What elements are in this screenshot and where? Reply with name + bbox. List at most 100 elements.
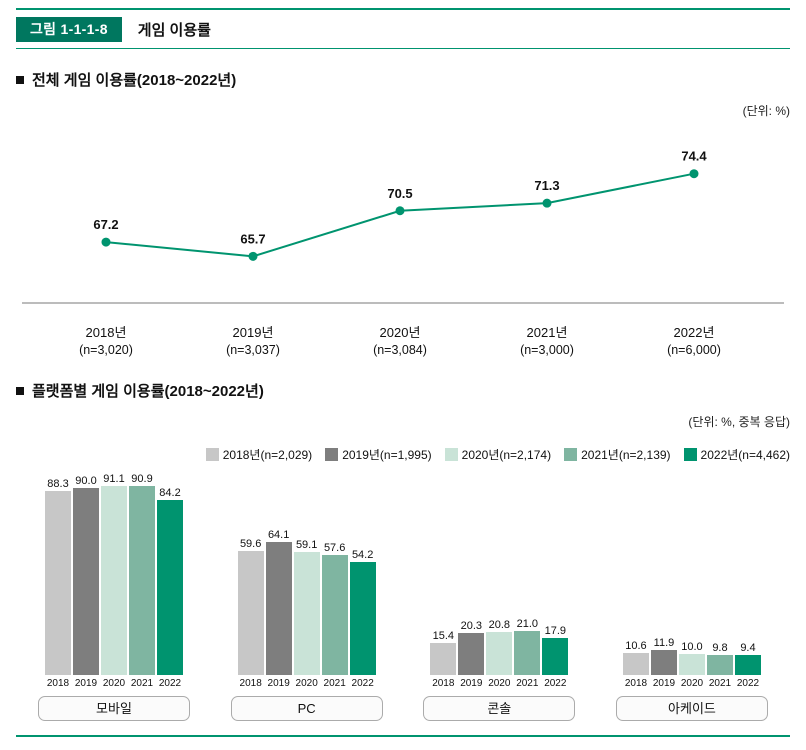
bar-column: 10.6 2018 — [622, 640, 650, 689]
bar-year-label: 2019 — [74, 678, 98, 689]
unit-label-overall: (단위: %) — [742, 104, 790, 118]
legend-item: 2021년(n=2,139) — [564, 446, 671, 463]
platform-label-box: 모바일 — [38, 696, 190, 721]
bar-year-label: 2019 — [267, 678, 290, 689]
bar — [514, 631, 541, 675]
bar-year-label: 2021 — [130, 678, 154, 689]
bar — [129, 485, 155, 675]
sample-size-label: (n=6,000) — [667, 343, 721, 357]
line-value-label: 74.4 — [681, 149, 707, 164]
platform-label-box: 콘솔 — [423, 696, 576, 721]
bar-year-label: 2021 — [323, 678, 346, 689]
bar-value-label: 20.3 — [460, 619, 483, 632]
bar-column: 21.0 2021 — [513, 618, 541, 689]
line-point — [689, 169, 699, 179]
overall-usage-line-chart: 67.2 65.7 70.5 71.3 74.4 — [16, 121, 790, 318]
bar-year-label: 2020 — [680, 678, 704, 689]
line-chart-axis-labels: 2018년 (n=3,020) 2019년 (n=3,037) 2020년 (n=3,08… — [16, 318, 790, 360]
bar-value-label: 15.4 — [432, 629, 455, 642]
bar-year-label: 2019 — [652, 678, 676, 689]
bar-value-label: 91.1 — [103, 472, 125, 485]
sample-size-label: (n=3,084) — [373, 343, 427, 357]
bar-group: 10.6 2018 11.9 2019 10.0 2020 9.8 2021 9.4 2022 아케… — [615, 467, 768, 721]
bar — [734, 655, 761, 675]
bar-value-label: 17.9 — [544, 624, 567, 637]
bottom-divider — [16, 735, 790, 737]
legend-label: 2021년(n=2,139) — [581, 448, 671, 462]
bar — [321, 555, 348, 675]
bar — [622, 652, 649, 675]
line-value-label: 65.7 — [240, 231, 265, 246]
bar — [73, 487, 99, 675]
x-axis-category: 2021년 (n=3,000) — [477, 322, 617, 357]
bar-column: 64.1 2019 — [265, 529, 293, 689]
bar-value-label: 84.2 — [159, 486, 181, 499]
bar-value-label: 9.8 — [712, 641, 728, 654]
header-divider — [16, 48, 790, 49]
bar-column: 20.3 2019 — [457, 620, 485, 689]
legend-swatch-icon — [325, 448, 339, 461]
legend-item: 2019년(n=1,995) — [325, 446, 432, 463]
bar — [706, 654, 733, 675]
x-axis-category: 2020년 (n=3,084) — [330, 322, 470, 357]
bar-value-label: 57.6 — [323, 542, 346, 555]
bar-column: 9.8 2021 — [706, 642, 734, 689]
sample-size-label: (n=3,000) — [520, 343, 574, 357]
line-point — [542, 198, 552, 208]
bar-value-label: 90.9 — [131, 472, 153, 485]
bar-group: 88.3 2018 90.0 2019 91.1 2020 90.9 2021 84.2 2022… — [38, 467, 190, 721]
legend-swatch-icon — [683, 448, 697, 461]
bar-value-label: 64.1 — [267, 528, 290, 541]
bar — [486, 631, 513, 675]
platform-label-box: 아케이드 — [615, 696, 768, 721]
legend-label: 2019년(n=1,995) — [342, 448, 432, 462]
bar-year-label: 2018 — [46, 678, 70, 689]
bar — [101, 485, 127, 675]
bar — [293, 552, 320, 675]
bar-value-label: 10.0 — [681, 641, 703, 654]
figure-number-badge: 그림 1-1-1-8 — [16, 16, 122, 42]
line-value-label: 70.5 — [387, 186, 412, 201]
figure-header: 그림 1-1-1-8 게임 이용률 — [16, 16, 790, 42]
bar — [458, 632, 485, 675]
bar-year-label: 2021 — [516, 678, 539, 689]
bar-year-label: 2018 — [239, 678, 262, 689]
x-axis-category: 2022년 (n=6,000) — [624, 322, 764, 357]
unit-label-platform: (단위: %, 중복 응답) — [688, 415, 790, 429]
legend-label: 2018년(n=2,029) — [222, 448, 313, 462]
bar-value-label: 11.9 — [653, 637, 675, 650]
x-axis-category: 2019년 (n=3,037) — [183, 322, 323, 357]
section-heading-overall: 전체 게임 이용률(2018~2022년) — [16, 69, 790, 90]
bar-group: 15.4 2018 20.3 2019 20.8 2020 21.0 2021 17.9 2022… — [423, 467, 576, 721]
bar — [430, 642, 457, 675]
section-heading-platform: 플랫폼별 게임 이용률(2018~2022년) — [16, 380, 790, 401]
bar-year-label: 2021 — [708, 678, 732, 689]
bar-column: 54.2 2022 — [349, 549, 377, 689]
bar-value-label: 59.6 — [239, 538, 262, 551]
bar-year-label: 2022 — [351, 678, 374, 689]
bar-year-label: 2018 — [432, 678, 455, 689]
bar — [349, 562, 376, 675]
year-label: 2022년 — [673, 325, 715, 340]
bar-column: 59.6 2018 — [237, 538, 265, 689]
platform-usage-bar-chart: 88.3 2018 90.0 2019 91.1 2020 90.9 2021 84.2 2022… — [16, 467, 790, 721]
legend-item: 2020년(n=2,174) — [444, 446, 551, 463]
bar-column: 57.6 2021 — [321, 542, 349, 689]
year-label: 2019년 — [232, 325, 274, 340]
bar-value-label: 10.6 — [625, 639, 647, 652]
figure-title: 게임 이용률 — [137, 21, 211, 39]
year-label: 2020년 — [379, 325, 421, 340]
bar-group: 59.6 2018 64.1 2019 59.1 2020 57.6 2021 54.2 2022… — [230, 467, 383, 721]
year-label: 2018년 — [85, 325, 127, 340]
bar-column: 84.2 2022 — [156, 487, 184, 689]
bar-value-label: 59.1 — [295, 539, 318, 552]
bar — [650, 650, 677, 675]
bar-column: 91.1 2020 — [100, 473, 128, 689]
legend-swatch-icon — [564, 448, 578, 461]
legend-item: 2022년(n=4,462) — [683, 446, 790, 463]
line-value-label: 71.3 — [534, 178, 559, 193]
bar-column: 17.9 2022 — [541, 625, 569, 689]
bar-column: 20.8 2020 — [485, 619, 513, 689]
line-value-label: 67.2 — [93, 217, 118, 232]
